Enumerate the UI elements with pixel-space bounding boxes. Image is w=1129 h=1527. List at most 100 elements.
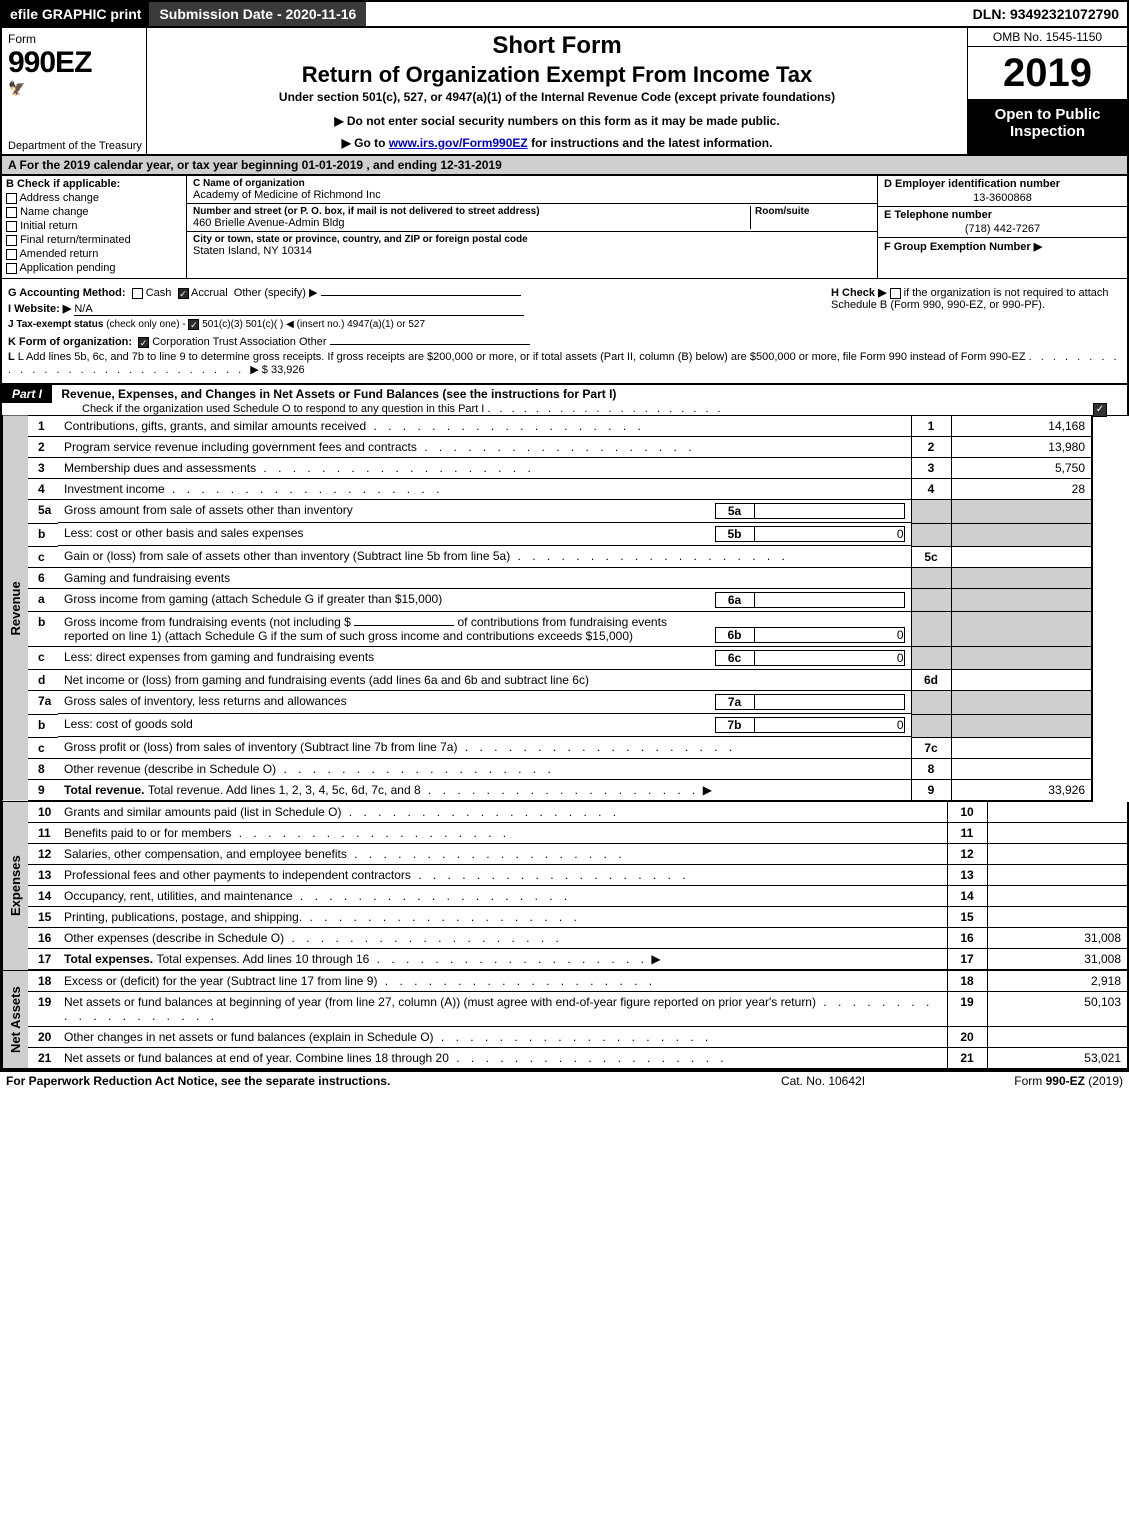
line-6: 6Gaming and fundraising events bbox=[28, 567, 1091, 588]
line-h: H Check ▶ if the organization is not req… bbox=[831, 286, 1121, 311]
part1-bar: Part I bbox=[2, 385, 52, 403]
expenses-section: Expenses 10Grants and similar amounts pa… bbox=[0, 802, 1129, 971]
tax-year: 2019 bbox=[968, 47, 1127, 100]
line-12: 12Salaries, other compensation, and empl… bbox=[28, 843, 1127, 864]
submission-date: Submission Date - 2020-11-16 bbox=[149, 2, 366, 26]
chk-application-pending[interactable]: Application pending bbox=[6, 262, 182, 274]
c-label: C Name of organization bbox=[193, 178, 871, 189]
line-10: 10Grants and similar amounts paid (list … bbox=[28, 802, 1127, 823]
line-1: 1Contributions, gifts, grants, and simil… bbox=[28, 416, 1091, 437]
section-d-e-f: D Employer identification number 13-3600… bbox=[877, 176, 1127, 278]
line-j: J Tax-exempt status (check only one) - ✓… bbox=[8, 319, 821, 330]
title-short-form: Short Form bbox=[157, 32, 957, 60]
line-21: 21Net assets or fund balances at end of … bbox=[28, 1047, 1127, 1068]
line-9: 9Total revenue. Total revenue. Add lines… bbox=[28, 779, 1091, 800]
eagle-icon: 🦅 bbox=[8, 80, 140, 97]
revenue-section: Revenue 1Contributions, gifts, grants, a… bbox=[0, 416, 1093, 802]
header-right: OMB No. 1545-1150 2019 Open to Public In… bbox=[967, 28, 1127, 154]
website-value: N/A bbox=[74, 303, 524, 316]
street-value: 460 Brielle Avenue-Admin Bldg bbox=[193, 217, 746, 229]
line-15: 15Printing, publications, postage, and s… bbox=[28, 906, 1127, 927]
line-2: 2Program service revenue including gover… bbox=[28, 437, 1091, 458]
line-6b: bGross income from fundraising events (n… bbox=[28, 612, 1091, 647]
chk-amended-return[interactable]: Amended return bbox=[6, 248, 182, 260]
gross-receipts: 33,926 bbox=[271, 364, 305, 376]
footer-catno: Cat. No. 10642I bbox=[723, 1074, 923, 1088]
phone-value: (718) 442-7267 bbox=[884, 221, 1121, 235]
line-5a: 5aGross amount from sale of assets other… bbox=[28, 500, 1091, 524]
top-bar: efile GRAPHIC print Submission Date - 20… bbox=[0, 0, 1129, 26]
room-label: Room/suite bbox=[755, 206, 871, 217]
line-6c: cLess: direct expenses from gaming and f… bbox=[28, 647, 1091, 670]
irs-link[interactable]: www.irs.gov/Form990EZ bbox=[389, 136, 528, 150]
subtitle-under: Under section 501(c), 527, or 4947(a)(1)… bbox=[157, 90, 957, 104]
expenses-label: Expenses bbox=[2, 802, 28, 970]
expenses-table: 10Grants and similar amounts paid (list … bbox=[28, 802, 1127, 970]
line-3: 3Membership dues and assessments35,750 bbox=[28, 458, 1091, 479]
line-6d: dNet income or (loss) from gaming and fu… bbox=[28, 670, 1091, 691]
ein-value: 13-3600868 bbox=[884, 190, 1121, 204]
goto-pre: ▶ Go to bbox=[342, 136, 389, 150]
part1-title: Revenue, Expenses, and Changes in Net As… bbox=[55, 385, 622, 403]
open-to-public: Open to Public Inspection bbox=[968, 100, 1127, 154]
form-word: Form bbox=[8, 32, 140, 46]
d-label: D Employer identification number bbox=[884, 178, 1121, 190]
line-8: 8Other revenue (describe in Schedule O)8 bbox=[28, 758, 1091, 779]
dept-treasury: Department of the Treasury bbox=[8, 140, 142, 152]
chk-address-change[interactable]: Address change bbox=[6, 192, 182, 204]
dln-label: DLN: 93492321072790 bbox=[965, 2, 1127, 26]
line-16: 16Other expenses (describe in Schedule O… bbox=[28, 927, 1127, 948]
entity-block: B Check if applicable: Address change Na… bbox=[0, 176, 1129, 278]
header-center: Short Form Return of Organization Exempt… bbox=[147, 28, 967, 154]
line-17: 17Total expenses. Total expenses. Add li… bbox=[28, 948, 1127, 969]
line-14: 14Occupancy, rent, utilities, and mainte… bbox=[28, 885, 1127, 906]
street-label: Number and street (or P. O. box, if mail… bbox=[193, 206, 746, 217]
part1-sub: Check if the organization used Schedule … bbox=[82, 403, 484, 415]
line-7a: 7aGross sales of inventory, less returns… bbox=[28, 691, 1091, 715]
line-5b: bLess: cost or other basis and sales exp… bbox=[28, 523, 1091, 546]
footer-formref: Form 990-EZ (2019) bbox=[923, 1074, 1123, 1088]
line-18: 18Excess or (deficit) for the year (Subt… bbox=[28, 971, 1127, 992]
line-5c: cGain or (loss) from sale of assets othe… bbox=[28, 546, 1091, 567]
chk-cash[interactable] bbox=[132, 288, 143, 299]
header-left: Form 990EZ 🦅 Department of the Treasury bbox=[2, 28, 147, 154]
efile-label[interactable]: efile GRAPHIC print bbox=[2, 2, 149, 26]
line-19: 19Net assets or fund balances at beginni… bbox=[28, 991, 1127, 1026]
line-13: 13Professional fees and other payments t… bbox=[28, 864, 1127, 885]
netassets-section: Net Assets 18Excess or (deficit) for the… bbox=[0, 971, 1129, 1070]
revenue-table: 1Contributions, gifts, grants, and simil… bbox=[28, 416, 1091, 801]
chk-h[interactable] bbox=[890, 288, 901, 299]
spacer bbox=[366, 2, 964, 26]
chk-initial-return[interactable]: Initial return bbox=[6, 220, 182, 232]
line-4: 4Investment income428 bbox=[28, 479, 1091, 500]
e-label: E Telephone number bbox=[884, 209, 1121, 221]
page-footer: For Paperwork Reduction Act Notice, see … bbox=[0, 1070, 1129, 1090]
row-a-tax-year: A For the 2019 calendar year, or tax yea… bbox=[0, 156, 1129, 176]
chk-schedule-o[interactable]: ✓ bbox=[1093, 403, 1107, 417]
line-l: L L Add lines 5b, 6c, and 7b to line 9 t… bbox=[8, 351, 1121, 376]
org-name: Academy of Medicine of Richmond Inc bbox=[193, 189, 871, 201]
goto-post: for instructions and the latest informat… bbox=[528, 136, 773, 150]
chk-501c3[interactable]: ✓ bbox=[188, 319, 199, 330]
chk-name-change[interactable]: Name change bbox=[6, 206, 182, 218]
line-7c: cGross profit or (loss) from sales of in… bbox=[28, 737, 1091, 758]
netassets-label: Net Assets bbox=[2, 971, 28, 1068]
b-label: B Check if applicable: bbox=[6, 178, 182, 190]
form-number: 990EZ bbox=[8, 46, 140, 80]
city-label: City or town, state or province, country… bbox=[193, 234, 871, 245]
section-b-checks: B Check if applicable: Address change Na… bbox=[2, 176, 187, 278]
chk-corporation[interactable]: ✓ bbox=[138, 337, 149, 348]
part1-header: Part I Revenue, Expenses, and Changes in… bbox=[0, 385, 1129, 416]
title-return: Return of Organization Exempt From Incom… bbox=[157, 62, 957, 88]
section-c: C Name of organization Academy of Medici… bbox=[187, 176, 877, 278]
f-label: F Group Exemption Number ▶ bbox=[884, 240, 1121, 253]
line-k: K Form of organization: ✓ Corporation Tr… bbox=[8, 336, 1121, 348]
ssn-notice: ▶ Do not enter social security numbers o… bbox=[157, 114, 957, 128]
chk-accrual[interactable]: ✓ bbox=[178, 288, 189, 299]
netassets-table: 18Excess or (deficit) for the year (Subt… bbox=[28, 971, 1127, 1068]
omb-number: OMB No. 1545-1150 bbox=[968, 28, 1127, 47]
footer-paperwork: For Paperwork Reduction Act Notice, see … bbox=[6, 1074, 723, 1088]
city-value: Staten Island, NY 10314 bbox=[193, 245, 871, 257]
line-i: I Website: ▶ N/A bbox=[8, 302, 821, 316]
chk-final-return[interactable]: Final return/terminated bbox=[6, 234, 182, 246]
